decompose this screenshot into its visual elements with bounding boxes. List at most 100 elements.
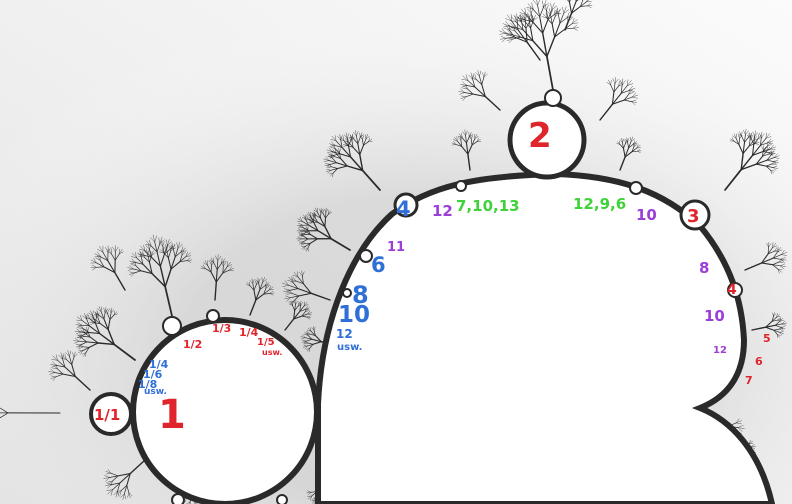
filament xyxy=(350,134,352,140)
filament xyxy=(624,139,626,144)
filament xyxy=(550,3,552,10)
filament xyxy=(503,25,510,28)
filament xyxy=(362,135,364,140)
filament xyxy=(286,297,291,302)
filament xyxy=(532,15,534,21)
filament xyxy=(214,281,218,301)
filament xyxy=(348,141,354,148)
filament xyxy=(136,257,144,265)
filament xyxy=(772,251,779,259)
bulb-small-top-rim xyxy=(455,180,467,192)
filament xyxy=(528,18,531,29)
filament xyxy=(103,311,106,320)
filament xyxy=(323,158,330,161)
filament xyxy=(624,151,633,158)
filament xyxy=(75,324,82,326)
filament xyxy=(739,133,741,139)
filament xyxy=(186,259,193,261)
filament xyxy=(50,368,55,373)
filament xyxy=(337,135,341,141)
filament xyxy=(299,305,305,312)
filament xyxy=(173,243,176,250)
filament xyxy=(107,328,115,346)
filament xyxy=(750,444,755,447)
filament xyxy=(324,217,327,228)
filament xyxy=(302,340,307,342)
filament xyxy=(758,134,762,139)
filament xyxy=(117,472,131,477)
bulb-bottom-rim xyxy=(171,493,185,504)
filament xyxy=(310,327,312,332)
filament xyxy=(209,259,214,263)
filament xyxy=(284,297,291,300)
filament xyxy=(575,0,579,2)
filament xyxy=(541,16,547,19)
filament xyxy=(765,165,771,171)
filament xyxy=(295,300,297,305)
filament xyxy=(99,322,109,331)
filament xyxy=(293,295,300,302)
filament xyxy=(334,144,343,148)
filament xyxy=(84,313,87,319)
filament xyxy=(161,240,163,247)
filament xyxy=(301,311,306,317)
filament xyxy=(779,320,784,322)
filament xyxy=(306,333,311,335)
filament xyxy=(110,253,116,261)
filament xyxy=(516,13,518,21)
filament xyxy=(771,319,778,322)
filament xyxy=(624,138,628,143)
label-4-blue: 4 xyxy=(396,197,411,221)
filament xyxy=(514,30,521,38)
filament xyxy=(313,497,316,502)
filament xyxy=(288,301,294,303)
filament xyxy=(546,55,554,91)
filament xyxy=(733,133,737,139)
filament xyxy=(305,247,309,250)
filament xyxy=(186,257,191,261)
filament xyxy=(530,27,534,42)
filament xyxy=(550,9,553,16)
filament xyxy=(261,277,263,283)
filament xyxy=(307,313,312,315)
filament xyxy=(580,5,588,7)
label-seq-12-9-6: 12,9,6 xyxy=(573,195,626,213)
filament xyxy=(297,276,304,285)
filament xyxy=(306,315,311,318)
filament xyxy=(57,360,66,368)
filament xyxy=(222,269,230,274)
filament xyxy=(525,14,530,20)
filament xyxy=(62,353,65,359)
filament xyxy=(763,146,766,151)
filament xyxy=(301,233,304,238)
filament xyxy=(352,133,354,139)
filament xyxy=(472,75,477,80)
filament xyxy=(762,151,771,154)
filament xyxy=(65,352,70,357)
filament xyxy=(94,311,97,317)
filament xyxy=(742,141,746,155)
filament xyxy=(334,135,337,142)
filament xyxy=(529,18,535,22)
filament xyxy=(776,314,780,318)
filament xyxy=(143,244,146,251)
filament xyxy=(767,141,771,147)
filament xyxy=(127,267,134,270)
filament xyxy=(149,239,151,246)
filament xyxy=(181,250,187,252)
filament xyxy=(350,134,353,140)
label-4-right: 4 xyxy=(727,282,737,298)
filament xyxy=(100,311,105,320)
filament xyxy=(524,7,527,15)
filament xyxy=(761,253,769,264)
filament xyxy=(780,259,785,263)
filament xyxy=(771,316,777,322)
filament xyxy=(745,128,747,135)
filament xyxy=(312,497,316,500)
filament xyxy=(499,33,506,35)
filament xyxy=(328,210,331,215)
filament xyxy=(105,309,108,315)
filament xyxy=(203,262,208,266)
filament xyxy=(781,320,786,325)
filament xyxy=(151,272,166,288)
